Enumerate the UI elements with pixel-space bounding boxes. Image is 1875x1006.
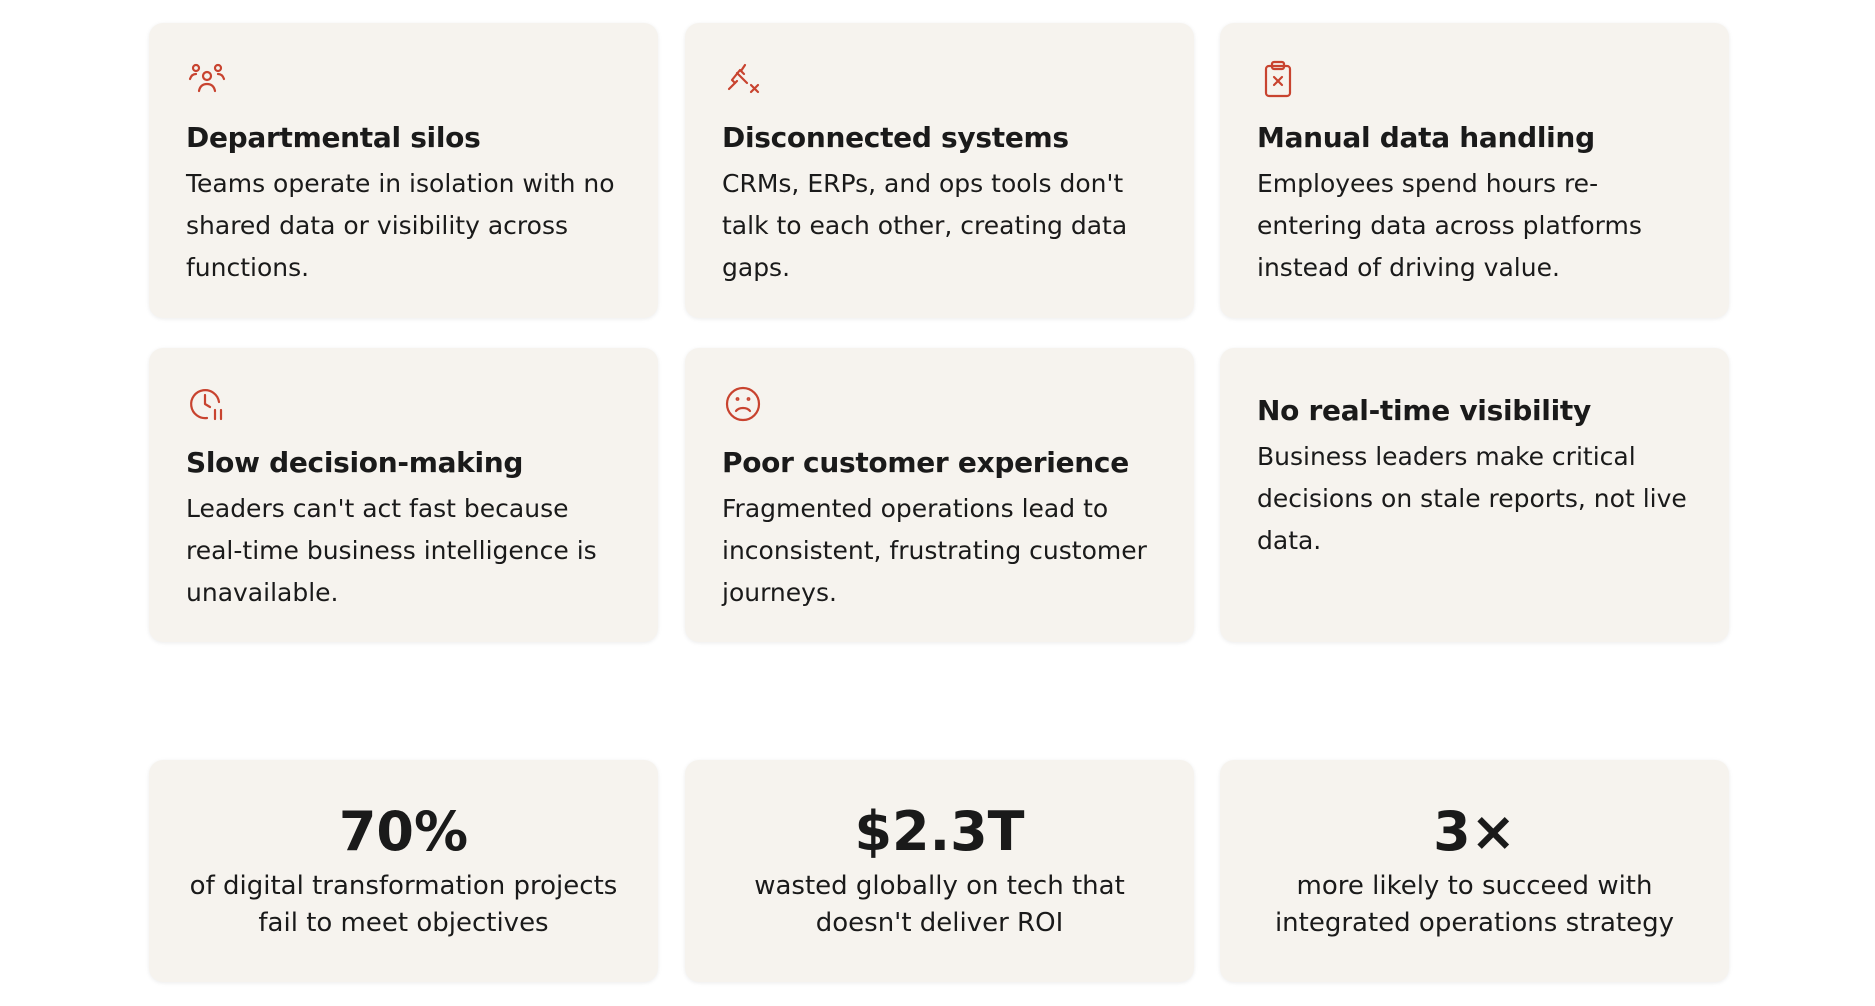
card-description: Teams operate in isolation with no share…	[186, 169, 615, 282]
card-description: CRMs, ERPs, and ops tools don't talk to …	[722, 169, 1128, 282]
problem-card: Disconnected systems CRMs, ERPs, and ops…	[685, 23, 1194, 318]
stat-card: $2.3T wasted globally on tech that doesn…	[685, 760, 1194, 982]
stat-description: wasted globally on tech that doesn't del…	[754, 871, 1125, 938]
sad-face-icon	[725, 386, 761, 422]
card-title: Poor customer experience	[722, 446, 1129, 479]
card-title: Disconnected systems	[722, 121, 1069, 154]
stat-description: of digital transformation projects fail …	[189, 871, 618, 938]
stat-card: 70% of digital transformation projects f…	[149, 760, 658, 982]
card-description: Employees spend hours re-entering data a…	[1257, 169, 1642, 282]
problem-card: Slow decision-making Leaders can't act f…	[149, 348, 658, 642]
card-title: Manual data handling	[1257, 121, 1595, 154]
stat-card: 3× more likely to succeed with integrate…	[1220, 760, 1729, 982]
card-title: No real-time visibility	[1257, 394, 1591, 427]
problem-card: Manual data handling Employees spend hou…	[1220, 23, 1729, 318]
problem-card: Departmental silos Teams operate in isol…	[149, 23, 658, 318]
clipboard-icon	[1264, 60, 1292, 98]
disconnect-icon	[727, 63, 760, 94]
problem-card: Poor customer experience Fragmented oper…	[685, 348, 1194, 642]
card-title: Departmental silos	[186, 121, 481, 154]
card-description: Business leaders make critical decisions…	[1257, 442, 1687, 555]
stat-value: 70%	[338, 800, 469, 863]
stat-value: $2.3T	[854, 800, 1025, 863]
card-description: Leaders can't act fast because real-time…	[186, 494, 597, 607]
team-icon	[188, 63, 226, 93]
clock-icon	[190, 389, 223, 421]
card-description: Fragmented operations lead to inconsiste…	[722, 494, 1147, 607]
stat-description: more likely to succeed with integrated o…	[1274, 871, 1675, 938]
stat-value: 3×	[1433, 800, 1516, 863]
problem-card: No real-time visibility Business leaders…	[1220, 348, 1729, 642]
card-title: Slow decision-making	[186, 446, 524, 479]
